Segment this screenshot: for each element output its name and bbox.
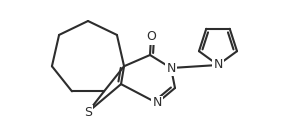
Text: O: O [146,30,156,44]
Text: N: N [213,59,223,71]
Text: S: S [84,106,92,119]
Text: N: N [152,96,162,110]
Text: N: N [166,61,176,75]
